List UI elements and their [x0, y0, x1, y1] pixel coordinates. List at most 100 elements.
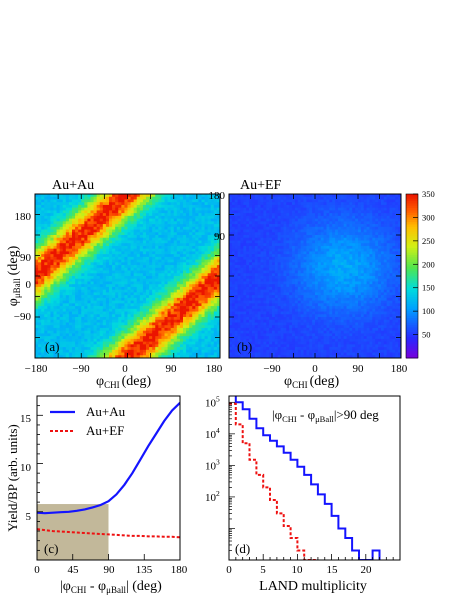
- heatmap-cell: [286, 207, 290, 211]
- heatmap-cell: [283, 311, 287, 315]
- heatmap-cell: [207, 355, 212, 358]
- heatmap-cell: [109, 306, 113, 310]
- heatmap-cell: [142, 221, 147, 225]
- heatmap-cell: [35, 333, 39, 337]
- heatmap-cell: [176, 262, 181, 266]
- heatmap-cell: [84, 325, 88, 329]
- heatmap-cell: [96, 306, 101, 310]
- heatmap-cell: [204, 311, 209, 315]
- heatmap-cell: [213, 194, 218, 198]
- heatmap-cell: [68, 210, 73, 214]
- heatmap-cell: [289, 194, 293, 198]
- heatmap-cell: [249, 270, 253, 274]
- heatmap-cell: [201, 344, 205, 348]
- heatmap-cell: [195, 333, 199, 337]
- heatmap-cell: [152, 322, 156, 326]
- heatmap-cell: [269, 330, 273, 334]
- heatmap-cell: [35, 344, 39, 348]
- heatmap-cell: [38, 333, 42, 337]
- heatmap-cell: [115, 344, 119, 348]
- heatmap-cell: [75, 226, 79, 230]
- heatmap-cell: [59, 256, 64, 260]
- heatmap-cell: [121, 262, 125, 266]
- heatmap-cell: [234, 319, 238, 323]
- heatmap-cell: [263, 202, 267, 206]
- heatmap-cell: [289, 314, 293, 318]
- heatmap-cell: [186, 210, 190, 214]
- heatmap-cell: [210, 273, 215, 277]
- heatmap-cell: [266, 297, 270, 301]
- heatmap-cell: [263, 194, 267, 198]
- heatmap-cell: [234, 199, 238, 203]
- heatmap-cell: [213, 218, 218, 222]
- heatmap-cell: [179, 267, 184, 271]
- heatmap-cell: [72, 267, 76, 271]
- heatmap-cell: [251, 267, 256, 271]
- heatmap-cell: [53, 349, 57, 353]
- heatmap-cell: [263, 237, 267, 241]
- heatmap-cell: [277, 325, 281, 329]
- heatmap-cell: [102, 322, 107, 326]
- heatmap-cell: [50, 325, 54, 329]
- heatmap-cell: [207, 240, 212, 244]
- heatmap-cell: [133, 297, 138, 301]
- heatmap-cell: [44, 341, 48, 345]
- heatmap-cell: [277, 237, 281, 241]
- heatmap-cell: [41, 207, 45, 211]
- heatmap-cell: [93, 327, 98, 332]
- heatmap-cell: [115, 289, 119, 293]
- heatmap-cell: [167, 245, 172, 250]
- heatmap-cell: [198, 262, 202, 266]
- heatmap-cell: [161, 319, 165, 323]
- heatmap-cell: [173, 232, 178, 236]
- heatmap-cell: [142, 243, 147, 247]
- heatmap-cell: [198, 325, 202, 329]
- heatmap-cell: [274, 322, 279, 326]
- heatmap-cell: [183, 232, 187, 236]
- heatmap-cell: [240, 259, 244, 263]
- heatmap-cell: [207, 248, 212, 252]
- heatmap-cell: [50, 224, 54, 228]
- heatmap-cell: [149, 289, 153, 293]
- heatmap-cell: [237, 243, 241, 247]
- heatmap-cell: [38, 226, 42, 230]
- heatmap-cell: [152, 341, 156, 345]
- heatmap-cell: [170, 330, 175, 334]
- heatmap-cell: [99, 289, 104, 293]
- heatmap-cell: [229, 265, 233, 269]
- heatmap-cell: [207, 204, 212, 209]
- heatmap-cell: [272, 284, 276, 288]
- heatmap-cell: [50, 267, 54, 271]
- heatmap-cell: [173, 273, 178, 277]
- heatmap-cell: [44, 229, 48, 233]
- heatmap-cell: [246, 224, 250, 228]
- heatmap-cell: [286, 226, 290, 230]
- heatmap-cell: [90, 325, 94, 329]
- heatmap-cell: [56, 267, 61, 271]
- heatmap-cell: [183, 338, 187, 342]
- heatmap-cell: [87, 194, 91, 198]
- heatmap-cell: [146, 284, 150, 288]
- heatmap-cell: [59, 243, 64, 247]
- heatmap-cell: [210, 224, 215, 228]
- heatmap-cell: [59, 245, 64, 250]
- heatmap-cell: [240, 292, 244, 296]
- heatmap-cell: [72, 194, 76, 198]
- heatmap-cell: [164, 254, 168, 258]
- heatmap-cell: [192, 229, 196, 233]
- heatmap-cell: [35, 341, 39, 345]
- heatmap-cell: [251, 325, 256, 329]
- heatmap-cell: [72, 292, 76, 296]
- heatmap-cell: [136, 341, 141, 345]
- heatmap-cell: [286, 300, 290, 304]
- heatmap-cell: [173, 259, 178, 263]
- heatmap-cell: [216, 314, 220, 318]
- heatmap-cell: [257, 317, 261, 321]
- heatmap-cell: [167, 204, 172, 209]
- heatmap-cell: [277, 259, 281, 263]
- heatmap-cell: [56, 344, 61, 348]
- heatmap-cell: [198, 341, 202, 345]
- heatmap-cell: [167, 333, 172, 337]
- heatmap-cell: [263, 314, 267, 318]
- heatmap-cell: [186, 245, 190, 250]
